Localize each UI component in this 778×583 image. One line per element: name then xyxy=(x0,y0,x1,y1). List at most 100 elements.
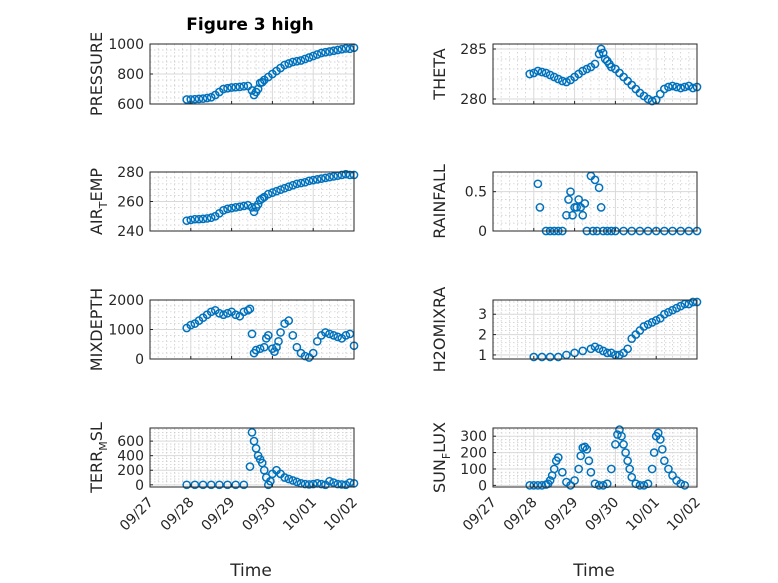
data-point xyxy=(186,320,196,330)
data-point xyxy=(280,60,289,70)
y-tick-label: 0 xyxy=(478,478,487,494)
data-point xyxy=(621,448,630,457)
data-point xyxy=(231,203,241,212)
y-tick-label: 300 xyxy=(460,429,487,445)
data-point xyxy=(684,81,694,91)
data-point xyxy=(672,303,681,313)
data-point xyxy=(533,66,543,76)
data-point xyxy=(308,175,318,185)
data-point xyxy=(651,315,661,325)
data-point xyxy=(215,480,224,490)
data-point xyxy=(582,64,592,74)
x-tick-label: 10/01 xyxy=(280,495,320,535)
data-point xyxy=(239,480,249,490)
data-point xyxy=(329,478,338,487)
data-point xyxy=(202,93,212,103)
y-tick-label: 800 xyxy=(117,67,144,83)
y-tick-label: 260 xyxy=(117,195,144,211)
data-point xyxy=(564,195,573,204)
data-point xyxy=(590,59,600,69)
y-axis-label: PRESSURE xyxy=(87,32,106,116)
data-point xyxy=(535,203,545,212)
x-tick-label: 09/28 xyxy=(501,495,541,535)
data-point xyxy=(594,481,604,490)
data-point xyxy=(325,47,334,56)
data-point xyxy=(664,82,673,92)
data-point xyxy=(235,202,245,212)
y-axis-label: RAINFALL xyxy=(430,164,449,239)
y-axis-label: AIRTEMP xyxy=(87,168,110,235)
data-point xyxy=(182,95,192,104)
data-point xyxy=(263,189,273,199)
data-point xyxy=(606,62,616,72)
data-point xyxy=(239,201,249,211)
data-point xyxy=(312,336,322,346)
data-point xyxy=(586,467,596,477)
data-point xyxy=(594,344,604,354)
data-point xyxy=(578,66,588,76)
data-point xyxy=(263,331,273,340)
data-point xyxy=(619,440,628,449)
data-point xyxy=(198,214,208,224)
data-point xyxy=(582,444,592,454)
data-point xyxy=(198,94,208,103)
y-tick-label: 400 xyxy=(117,449,144,465)
x-tick-label: 09/30 xyxy=(239,495,279,535)
data-point xyxy=(276,328,285,337)
data-point xyxy=(596,203,606,212)
data-point xyxy=(562,210,571,220)
data-point xyxy=(300,351,310,361)
data-point xyxy=(660,456,669,466)
data-point xyxy=(647,318,657,327)
data-point xyxy=(194,214,204,224)
data-point xyxy=(288,476,298,485)
data-point xyxy=(553,74,563,84)
data-point xyxy=(274,336,283,346)
x-tick-label: 10/02 xyxy=(664,495,704,535)
axes-box xyxy=(492,171,698,232)
data-point xyxy=(660,84,669,94)
data-point xyxy=(304,176,314,186)
x-axis-label-left: Time xyxy=(229,561,272,581)
y-tick-label: 240 xyxy=(117,224,144,240)
data-point xyxy=(284,182,294,192)
data-point xyxy=(190,214,200,224)
data-point xyxy=(227,203,236,213)
data-point xyxy=(194,94,204,104)
data-point xyxy=(206,307,216,317)
data-point xyxy=(533,179,543,189)
data-point xyxy=(202,214,212,223)
y-tick-label: 280 xyxy=(117,165,144,181)
data-point xyxy=(206,480,216,490)
data-point xyxy=(219,84,228,94)
data-point xyxy=(247,329,257,339)
data-point xyxy=(553,453,563,462)
data-point xyxy=(325,329,334,339)
data-point xyxy=(272,186,281,196)
data-point xyxy=(578,210,588,220)
data-point xyxy=(259,342,269,352)
data-point xyxy=(611,440,620,449)
data-point xyxy=(300,54,310,64)
subplot-6: 1 2 3 H2OMIXRA xyxy=(430,287,702,372)
data-point xyxy=(586,344,596,354)
data-point xyxy=(288,180,298,190)
data-point xyxy=(329,46,338,56)
data-point xyxy=(257,77,267,87)
data-point xyxy=(182,216,192,226)
data-point xyxy=(296,178,306,188)
data-point xyxy=(308,479,318,489)
data-point xyxy=(598,346,608,356)
data-point xyxy=(296,56,306,65)
y-tick-label: 200 xyxy=(117,463,144,479)
data-point xyxy=(568,210,577,220)
y-tick-label: 2000 xyxy=(108,293,144,309)
data-point xyxy=(333,45,343,55)
data-point xyxy=(245,462,255,471)
x-tick-label: 09/30 xyxy=(582,495,622,535)
data-point xyxy=(186,215,196,225)
data-point xyxy=(664,307,673,317)
